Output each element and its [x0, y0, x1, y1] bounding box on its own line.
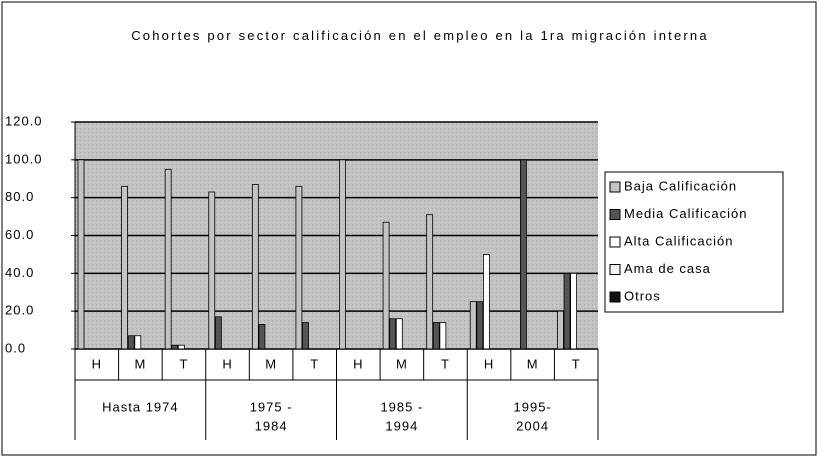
bar — [164, 168, 172, 350]
x-group-label: 1975 - — [250, 399, 293, 414]
x-tick-label: M — [527, 356, 539, 371]
bar — [476, 301, 484, 350]
x-tick-label: T — [310, 356, 319, 371]
legend-swatch — [609, 209, 621, 220]
bar — [389, 318, 397, 350]
x-group-label: 1995- — [514, 399, 552, 414]
x-tick-label: M — [396, 356, 408, 371]
x-group-label: Hasta 1974 — [102, 399, 179, 414]
legend-label: Media Calificación — [624, 206, 748, 221]
legend-label: Ama de casa — [624, 261, 711, 276]
x-tick-label: H — [484, 356, 494, 371]
bar — [177, 344, 185, 350]
bar — [251, 184, 259, 350]
bar — [214, 316, 222, 350]
y-tick-label: 40.0 — [5, 265, 34, 280]
bar — [208, 191, 216, 350]
y-tick-label: 80.0 — [5, 189, 34, 204]
bar — [258, 324, 266, 350]
x-tick-label: M — [134, 356, 146, 371]
y-tick-label: 60.0 — [5, 227, 34, 242]
bar — [483, 254, 490, 350]
x-group-label: 2004 — [516, 418, 549, 433]
x-tick-label: H — [222, 356, 232, 371]
bar — [121, 185, 128, 350]
legend-label: Alta Calificación — [624, 233, 734, 248]
x-group-label: 1984 — [255, 418, 288, 433]
y-tick-label: 20.0 — [5, 303, 34, 318]
bar — [127, 335, 135, 350]
chart-title: Cohortes por sector calificación en el e… — [131, 28, 709, 43]
legend-swatch — [609, 236, 621, 248]
x-tick-label: M — [265, 356, 277, 371]
bar — [295, 185, 303, 350]
legend-label: Baja Calificación — [624, 178, 737, 193]
bar — [171, 344, 179, 350]
x-tick-label: H — [92, 356, 102, 371]
bar — [432, 322, 440, 350]
legend-label: Otros — [624, 288, 661, 303]
bar — [426, 214, 434, 350]
x-tick-label: T — [572, 356, 581, 371]
legend-swatch — [609, 264, 621, 275]
x-tick-label: H — [353, 356, 363, 371]
bar — [570, 272, 578, 350]
legend-box — [604, 171, 784, 313]
x-group-label: 1994 — [385, 418, 418, 433]
bar — [520, 159, 527, 350]
legend-swatch — [609, 291, 621, 303]
bar — [469, 301, 477, 350]
bar — [302, 322, 309, 350]
x-group-label: 1985 - — [380, 399, 423, 414]
x-tick-label: T — [179, 356, 188, 371]
bar — [439, 322, 447, 350]
bar — [395, 318, 403, 350]
bar — [557, 310, 564, 350]
bar — [382, 221, 390, 350]
x-tick-label: T — [441, 356, 450, 371]
bar — [339, 159, 346, 350]
y-tick-label: 120.0 — [5, 113, 43, 128]
legend-swatch — [609, 181, 621, 193]
bar — [134, 335, 142, 350]
y-tick-label: 100.0 — [5, 151, 43, 166]
bar — [563, 272, 571, 350]
y-tick-label: 0.0 — [5, 340, 26, 355]
bar — [77, 159, 85, 350]
